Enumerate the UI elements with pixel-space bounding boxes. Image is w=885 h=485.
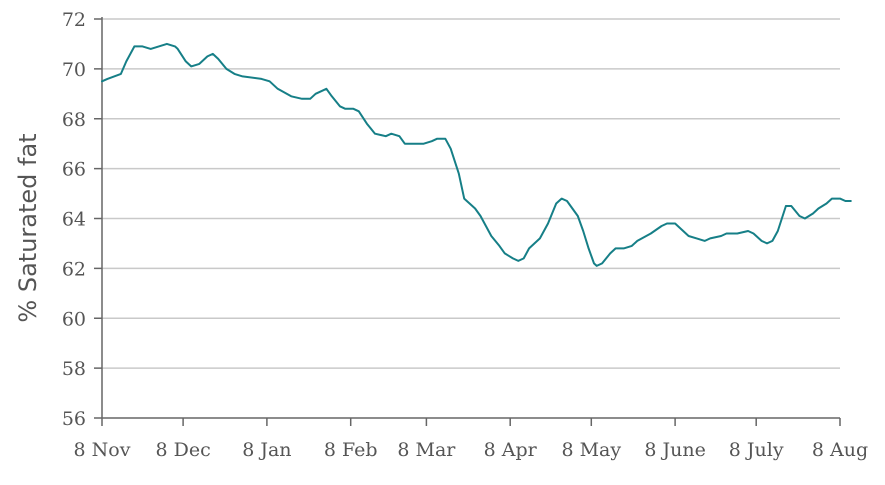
x-tick-label: 8 Jan [242,439,291,461]
axes [101,17,840,419]
series-line [101,42,852,267]
y-tick-label: 58 [62,358,86,380]
y-axis-ticks: 56 58 60 62 64 66 68 70 72 [62,9,102,430]
y-tick-label: 62 [62,258,86,280]
y-axis-label: % Saturated fat [14,133,42,322]
y-tick-label: 66 [62,159,86,181]
x-tick-label: 8 June [644,439,705,461]
x-tick-label: 8 May [561,439,621,461]
y-tick-label: 68 [62,109,86,131]
x-tick-label: 8 Apr [484,439,538,461]
x-tick-label: 8 Aug [812,439,868,461]
x-tick-label: 8 Mar [397,439,456,461]
y-tick-label: 70 [62,59,86,81]
x-axis-ticks: 8 Nov 8 Dec 8 Jan 8 Feb 8 Mar 8 Apr 8 May 8 Jun… [74,418,868,461]
x-tick-label: 8 Nov [74,439,131,461]
series-group [101,42,852,267]
y-tick-label: 60 [62,308,86,330]
x-tick-label: 8 July [729,439,784,461]
x-tick-label: 8 Feb [324,439,378,461]
gridlines [102,18,840,369]
y-tick-label: 72 [62,9,86,31]
y-tick-label: 56 [62,408,86,430]
y-tick-label: 64 [62,209,86,231]
x-tick-label: 8 Dec [155,439,210,461]
